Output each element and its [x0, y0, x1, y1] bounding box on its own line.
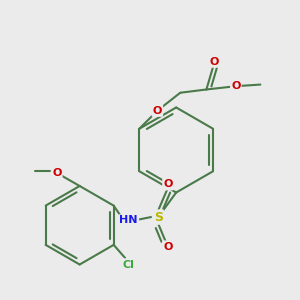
Text: O: O	[163, 242, 173, 251]
Text: O: O	[153, 106, 162, 116]
Text: O: O	[163, 179, 173, 189]
Text: O: O	[210, 57, 219, 67]
Text: O: O	[52, 168, 62, 178]
Text: HN: HN	[119, 215, 138, 225]
Text: S: S	[154, 211, 163, 224]
Text: O: O	[231, 81, 241, 91]
Text: Cl: Cl	[122, 260, 134, 269]
